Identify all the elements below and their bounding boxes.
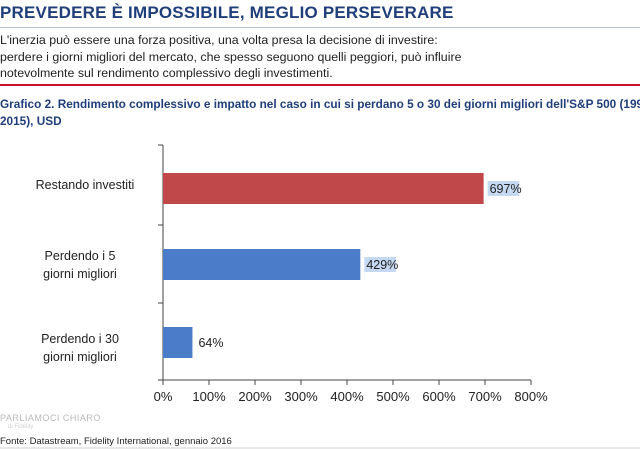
intro-line-2: perdere i giorni migliori del mercato, c… [0,49,462,64]
category-label-perdendo-30-line-2: giorni migliori [43,350,117,364]
category-label-perdendo-30-line-1: Perdendo i 30 [41,332,119,346]
bar-2 [163,327,193,358]
x-tick-label-0: 0% [154,389,173,404]
x-tick-label-7: 700% [468,389,502,404]
category-label-perdendo-30: Perdendo i 30 giorni migliori [5,330,155,366]
bottom-strip [0,447,640,449]
bar-0 [163,173,484,204]
x-tick-label-6: 600% [422,389,456,404]
data-label-2: 64% [198,336,223,350]
intro-text: L'inerzia può essere una forza positiva,… [0,32,640,82]
source-note: Fonte: Datastream, Fidelity Internationa… [0,436,232,447]
x-tick-label-5: 500% [376,389,410,404]
data-label-0: 697% [490,182,522,196]
chart-title: Grafico 2. Rendimento complessivo e impa… [0,96,640,130]
x-tick-label-8: 800% [514,389,548,404]
category-label-perdendo-5-line-1: Perdendo i 5 [44,249,116,263]
watermark-logo-text: PARLIAMOCI CHIARO [0,413,101,423]
page-title: PREVEDERE È IMPOSSIBILE, MEGLIO PERSEVER… [0,3,454,22]
x-tick-label-4: 400% [330,389,364,404]
category-label-perdendo-5: Perdendo i 5 giorni migliori [5,247,155,283]
chart-title-line-2: 2015), USD [0,114,62,128]
x-tick-label-2: 200% [238,389,272,404]
data-label-highlight-1 [364,257,396,272]
category-label-restando-line-1: Restando investiti [35,178,135,192]
x-tick-label-1: 100% [192,389,226,404]
intro-line-3: notevolmente sul rendimento complessivo … [0,66,333,80]
title-divider [0,27,640,28]
watermark-subtext: di Fidelity [8,424,34,430]
chart-title-line-1: Grafico 2. Rendimento complessivo e impa… [0,97,640,111]
category-label-perdendo-5-line-2: giorni migliori [43,267,117,281]
data-label-1: 429% [366,258,398,272]
intro-line-1: L'inerzia può essere una forza positiva,… [0,33,438,47]
section-divider [0,84,640,86]
data-label-highlight-0 [487,181,520,196]
category-label-restando: Restando investiti [10,176,160,194]
x-tick-label-3: 300% [284,389,318,404]
bar-1 [163,249,361,280]
